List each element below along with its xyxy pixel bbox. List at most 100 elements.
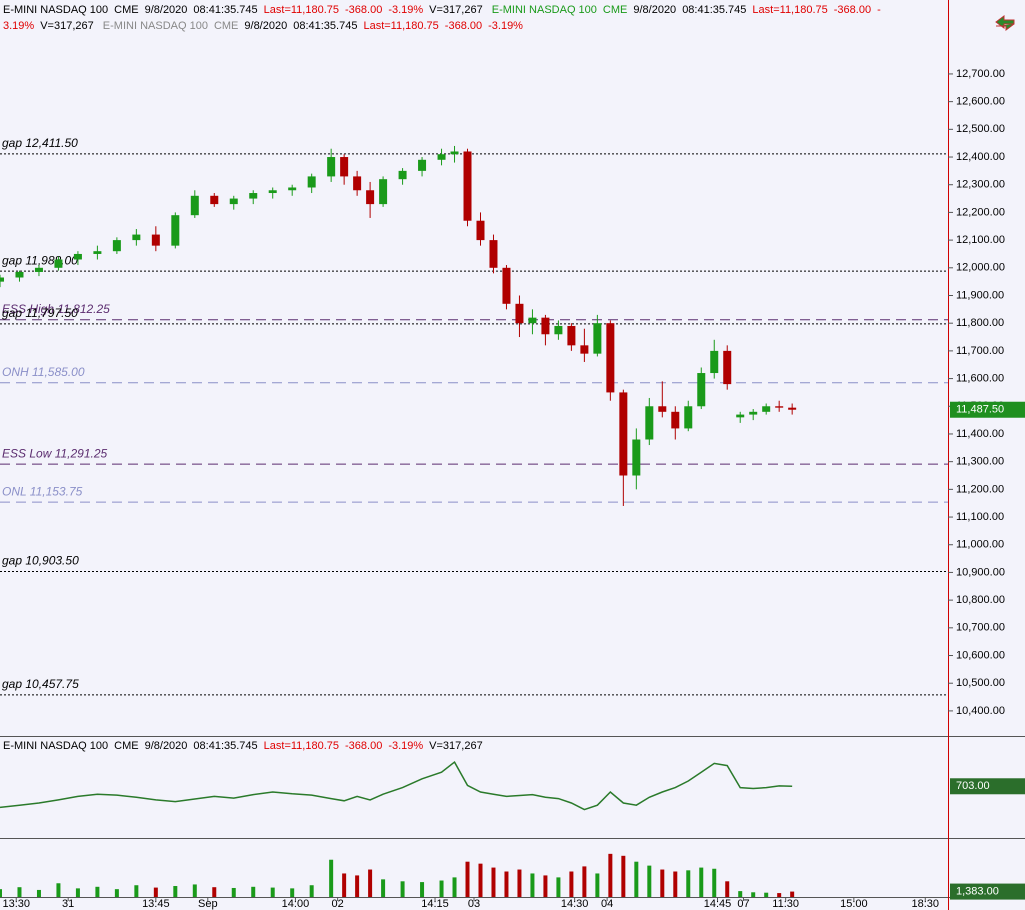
volume-bar: [712, 868, 717, 897]
volume-bar: [452, 877, 457, 897]
y-tick-label: 10,700.00: [956, 622, 1005, 634]
y-tick-label: 11,100.00: [956, 511, 1004, 523]
volume-bar: [270, 887, 275, 897]
volume-bar: [153, 887, 158, 897]
candle-body: [171, 215, 180, 246]
volume-bar: [290, 888, 295, 897]
candle-body: [775, 406, 784, 408]
x-tick-label: 13:30: [2, 898, 30, 910]
volume-bar: [790, 891, 795, 897]
header-text: -3.19%: [488, 20, 523, 32]
volume-bar: [660, 869, 665, 897]
candle-body: [307, 176, 316, 188]
candle-body: [418, 159, 427, 171]
candle-body: [437, 154, 446, 160]
x-tick-label: 14:15: [421, 898, 449, 910]
volume-bar: [725, 881, 730, 897]
candle-body: [15, 271, 24, 278]
header-text: CME: [213, 20, 239, 32]
candle-body: [606, 323, 615, 393]
x-tick-label: 14:00: [282, 898, 310, 910]
candle-body: [476, 220, 485, 241]
volume-bar: [595, 873, 600, 897]
volume-bar: [342, 873, 347, 897]
candle-body: [684, 406, 693, 429]
volume-bar: [355, 875, 360, 897]
candle-body: [210, 195, 219, 205]
y-tick-label: 10,900.00: [956, 566, 1005, 578]
volume-bar: [420, 882, 425, 897]
volume-bar: [777, 893, 782, 897]
header-text: V=317,267: [429, 4, 483, 16]
x-tick-label: 03: [468, 898, 480, 910]
volume-bar: [504, 871, 509, 897]
header-text: Last=11,180.75: [363, 20, 439, 32]
y-tick-label: 10,800.00: [956, 594, 1005, 606]
sync-icon[interactable]: [995, 15, 1015, 31]
volume-bar: [634, 861, 639, 897]
header-text: 08:41:35.745: [682, 4, 747, 16]
volume-bar: [686, 870, 691, 897]
volume-bar: [517, 869, 522, 897]
candle-body: [645, 406, 654, 440]
volume-bar: [251, 886, 256, 897]
x-tick-label: 31: [62, 898, 74, 910]
last-value-box: [950, 778, 1025, 795]
volume-bar: [17, 887, 22, 897]
reference-label: ESS Low 11,291.25: [2, 446, 108, 460]
header-text: V=317,267: [40, 20, 94, 32]
volume-bar: [621, 855, 626, 897]
y-tick-label: 11,700.00: [956, 345, 1004, 357]
header-text: 9/8/2020: [244, 20, 288, 32]
header-text: Last=11,180.75: [263, 4, 339, 16]
volume-bar: [751, 892, 756, 897]
header-text: 9/8/2020: [144, 740, 188, 752]
reference-label: gap 10,903.50: [2, 554, 79, 568]
header-text: Last=11,180.75: [263, 740, 339, 752]
reference-label: ONH 11,585.00: [2, 365, 85, 379]
header-text: -368.00: [833, 4, 872, 16]
x-tick-label: 18:30: [912, 898, 940, 910]
candle-body: [619, 392, 628, 476]
y-tick-label: 12,100.00: [956, 234, 1005, 246]
candle-body: [450, 151, 459, 155]
candle-body: [671, 411, 680, 429]
x-tick-label: 14:45: [704, 898, 732, 910]
candle-body: [288, 187, 297, 191]
candle-body: [327, 157, 336, 177]
candle-body: [528, 317, 537, 324]
y-tick-label: 11,400.00: [956, 428, 1004, 440]
y-tick-label: 10,400.00: [956, 705, 1005, 717]
x-tick-label: 11:30: [772, 898, 799, 910]
last-value-box: [950, 883, 1025, 900]
candle-body: [151, 234, 160, 246]
volume-bar: [569, 871, 574, 897]
y-tick-label: 11,800.00: [956, 317, 1004, 329]
candle-body: [710, 350, 719, 374]
volume-bar: [439, 880, 444, 897]
volume-bar: [491, 867, 496, 897]
volume-bar: [381, 879, 386, 897]
y-tick-label: 12,500.00: [956, 123, 1005, 135]
y-tick-label: 12,400.00: [956, 151, 1005, 163]
x-tick-label: 15:00: [840, 898, 868, 910]
candle-body: [515, 303, 524, 324]
y-tick-label: 11,200.00: [956, 483, 1004, 495]
header-text: 9/8/2020: [144, 4, 188, 16]
volume-bar: [556, 877, 561, 897]
header-text: -368.00: [345, 4, 383, 16]
candle-body: [723, 350, 732, 385]
header-text: E-MINI NASDAQ 100: [3, 4, 109, 16]
volume-bar: [75, 888, 80, 897]
header-text: CME: [114, 740, 139, 752]
x-tick-label: 07: [737, 898, 749, 910]
y-tick-label: 12,000.00: [956, 262, 1005, 274]
volume-bar: [231, 887, 236, 897]
last-value-label: 11,487.50: [956, 404, 1004, 416]
reference-label: gap 11,797.50: [2, 306, 78, 320]
candle-body: [190, 195, 199, 216]
candle-body: [366, 190, 375, 205]
x-tick-label: 13:45: [142, 898, 170, 910]
